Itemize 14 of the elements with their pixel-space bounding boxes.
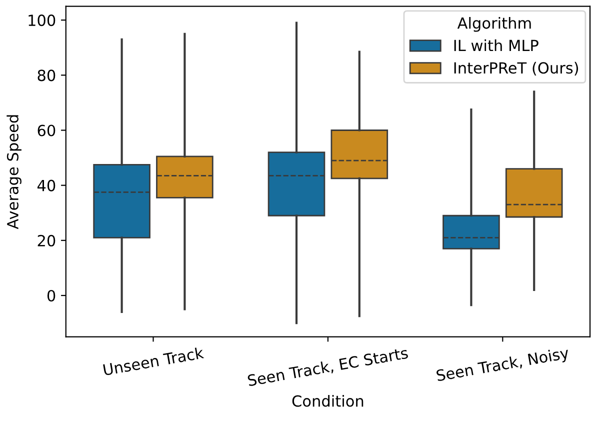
- y-axis-title: Average Speed: [6, 115, 22, 230]
- legend-title: Algorithm: [457, 17, 531, 32]
- y-tick-label: 40: [37, 180, 56, 192]
- y-tick-label: 100: [28, 14, 56, 26]
- legend-label: IL with MLP: [454, 39, 538, 52]
- legend-label: InterPReT (Ours): [454, 62, 578, 76]
- y-tick-label: 0: [47, 290, 56, 302]
- y-tick-label: 60: [38, 124, 56, 136]
- x-axis-title: Condition: [292, 394, 364, 407]
- x-tick-label: Seen Track, EC Starts: [247, 346, 409, 388]
- y-tick-label: 20: [38, 234, 56, 246]
- x-tick-label: Unseen Track: [102, 346, 204, 376]
- x-tick-label: Seen Track, Noisy: [436, 346, 570, 384]
- y-tick-label: 80: [38, 70, 56, 82]
